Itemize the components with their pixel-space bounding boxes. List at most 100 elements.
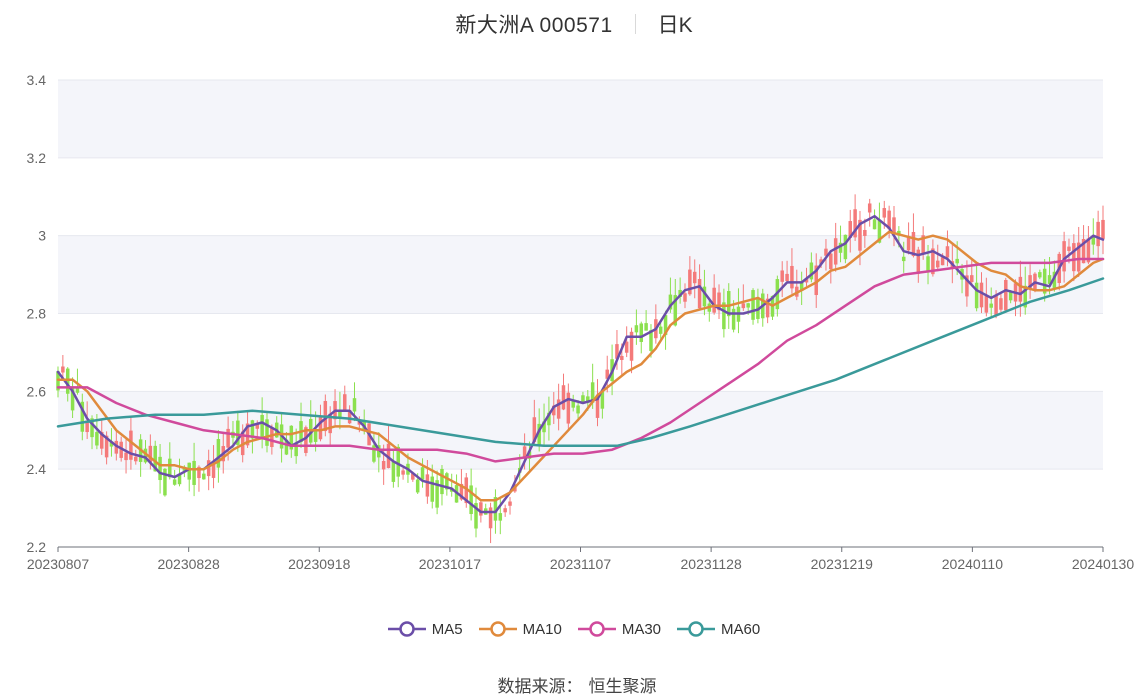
candle-body [187, 462, 191, 480]
legend-item-ma60[interactable]: MA60 [677, 620, 760, 638]
candle-body [906, 236, 911, 251]
candle-body [469, 485, 473, 515]
candle-body [809, 262, 814, 280]
candle-body [887, 210, 891, 230]
candle-body [1086, 238, 1091, 263]
legend-item-ma30[interactable]: MA30 [577, 620, 662, 638]
candle-body [901, 256, 906, 262]
candle-body [206, 460, 211, 477]
candle-body [104, 435, 109, 458]
candle-body [984, 295, 989, 313]
candle-body [663, 315, 668, 336]
candle-body [216, 439, 221, 468]
candle-body [1008, 291, 1013, 301]
candle-body [90, 418, 94, 438]
candle-body [211, 462, 216, 478]
candle-body [479, 502, 483, 516]
candle-body [226, 428, 230, 448]
candlestick-chart[interactable]: 2.2 2.4 2.6 2.8 3 3.2 3.4 20230807 20230828 20230… [0, 0, 1148, 610]
title-divider [634, 14, 636, 34]
candle-body [717, 292, 721, 311]
candle-body [863, 229, 867, 236]
candle-body [552, 405, 556, 416]
candle-body [61, 366, 65, 373]
candle-body [595, 396, 600, 418]
candle-body [401, 470, 405, 475]
candle-body [688, 269, 692, 295]
candle-body [1101, 219, 1105, 239]
y-tick-label: 3.4 [27, 72, 47, 88]
legend-label: MA30 [621, 620, 662, 638]
candle-body [153, 445, 157, 472]
candle-body [1091, 237, 1096, 245]
grid-band [58, 391, 1103, 470]
candle-body [328, 413, 332, 434]
x-tick-label: 20230807 [27, 556, 90, 572]
candle-body [566, 392, 571, 424]
candle-body [658, 326, 663, 334]
candle-body [542, 421, 546, 433]
y-tick-label: 3 [38, 228, 46, 244]
x-tick-label: 20231219 [811, 556, 874, 572]
candle-body [270, 427, 274, 448]
legend-label: MA5 [431, 620, 463, 638]
candle-body [979, 282, 984, 308]
candle-body [673, 295, 678, 326]
candle-body [858, 219, 862, 251]
candle-body [882, 208, 887, 218]
candle-body [381, 460, 386, 470]
legend-line-marker-icon [677, 621, 716, 637]
candle-body [289, 425, 294, 450]
legend-label: MA10 [522, 620, 562, 638]
candle-body [799, 281, 804, 291]
chart-title: 新大洲A 000571 [455, 14, 613, 37]
y-tick-label: 2.6 [27, 383, 47, 399]
candle-body [702, 286, 707, 307]
candle-body [313, 429, 318, 442]
candle-body [114, 440, 119, 454]
candle-body [143, 448, 148, 463]
candle-body [877, 219, 882, 243]
chart-header: 新大洲A 000571 日K [0, 8, 1148, 40]
candle-body [522, 446, 527, 459]
candle-body [683, 293, 687, 302]
candle-body [75, 387, 80, 393]
candle-body [945, 246, 950, 258]
candle-body [265, 419, 269, 446]
legend-item-ma5[interactable]: MA5 [387, 620, 463, 638]
candle-body [1067, 246, 1071, 251]
candle-body [731, 308, 736, 330]
candle-body [420, 467, 425, 480]
legend-item-ma10[interactable]: MA10 [478, 620, 562, 638]
candle-body [634, 325, 639, 333]
candle-body [250, 420, 255, 439]
y-tick-label: 3.2 [27, 150, 47, 166]
candle-body [1023, 285, 1027, 308]
candle-body [245, 423, 250, 446]
candle-body [338, 409, 342, 418]
candle-body [158, 456, 162, 481]
candle-body [294, 442, 298, 457]
candle-body [678, 289, 682, 298]
x-tick-label: 20231017 [419, 556, 482, 572]
candle-body [202, 473, 206, 480]
candle-body [644, 323, 648, 331]
candle-body [848, 221, 853, 238]
candle-body [581, 395, 585, 403]
candle-body [931, 248, 935, 275]
candle-body [347, 410, 352, 424]
candle-body [1042, 268, 1047, 294]
candle-body [445, 473, 449, 490]
candle-body [561, 385, 566, 410]
candle-body [867, 203, 872, 213]
candle-body [172, 479, 177, 485]
candle-body [498, 513, 503, 521]
x-tick-label: 20240130 [1072, 556, 1135, 572]
x-tick-label: 20240110 [942, 556, 1003, 572]
candle-body [629, 331, 634, 361]
candle-body [372, 445, 376, 462]
candle-body [386, 443, 391, 469]
candle-body [503, 508, 507, 513]
legend-label: MA60 [721, 620, 761, 638]
candle-body [921, 235, 925, 255]
